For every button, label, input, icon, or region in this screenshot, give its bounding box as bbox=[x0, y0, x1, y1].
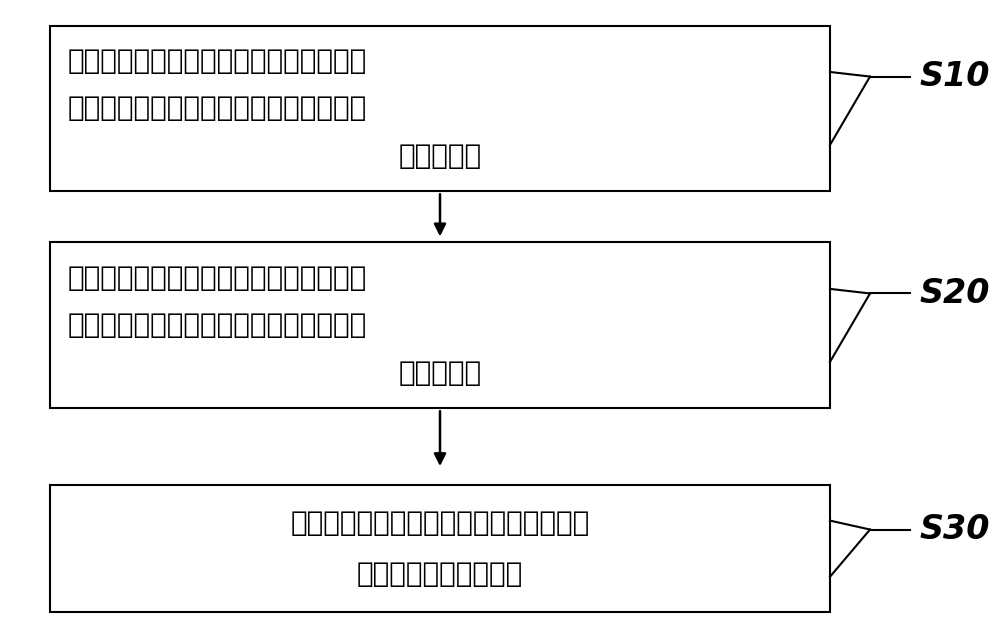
Text: S20: S20 bbox=[920, 277, 990, 310]
Text: 的测量数据: 的测量数据 bbox=[398, 359, 482, 387]
Text: 结构的三维点云并输出: 结构的三维点云并输出 bbox=[357, 560, 523, 588]
Text: 基于距离测量传感器、姿态测量传感器以: 基于距离测量传感器、姿态测量传感器以 bbox=[68, 264, 367, 292]
Bar bbox=[50, 26, 830, 191]
Text: S30: S30 bbox=[920, 513, 990, 546]
Text: 区域，其中，上述目标区域为待检测的焊: 区域，其中，上述目标区域为待检测的焊 bbox=[68, 94, 367, 122]
Text: 基于上述测量数据生成上述待检测的焊缝: 基于上述测量数据生成上述待检测的焊缝 bbox=[290, 509, 590, 537]
Text: 控制线结构光传感器投射激光线覆盖目标: 控制线结构光传感器投射激光线覆盖目标 bbox=[68, 47, 367, 75]
Bar bbox=[50, 242, 830, 408]
Text: 及上述线结构光传感器获取上述目标区域: 及上述线结构光传感器获取上述目标区域 bbox=[68, 311, 367, 339]
Text: S10: S10 bbox=[920, 60, 990, 93]
Text: 缝所在区域: 缝所在区域 bbox=[398, 142, 482, 170]
Bar bbox=[50, 485, 830, 612]
